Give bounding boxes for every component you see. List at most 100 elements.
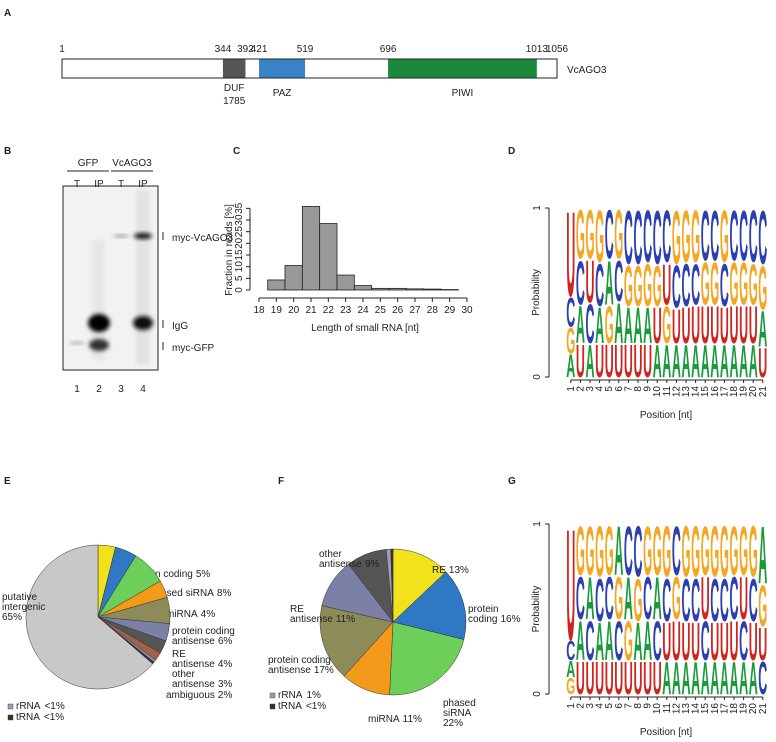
logo-letter: G (595, 511, 604, 592)
logo-letter: G (720, 511, 729, 592)
y-axis-title: Probability (531, 586, 542, 633)
slice-name: protein coding (130, 569, 193, 580)
logo-letter: U (653, 297, 662, 354)
logo-letter: A (691, 654, 700, 705)
x-tick-label: 8 (633, 703, 644, 709)
logo-letter: A (720, 654, 729, 705)
slice-name: RE (290, 604, 304, 615)
group-label: GFP (78, 158, 99, 169)
logo-letter: U (691, 613, 700, 673)
logo-letter: U (643, 337, 652, 388)
lane-label: T (74, 179, 80, 190)
logo-letter: U (566, 189, 575, 323)
legend-swatch (269, 703, 276, 710)
x-tick-label: 16 (710, 386, 721, 398)
position-label: 392 (237, 44, 254, 55)
lane-number: 1 (74, 384, 80, 395)
logo-letter: A (672, 654, 681, 705)
logo-letter: A (595, 613, 604, 673)
x-tick-label: 2 (575, 703, 586, 709)
logo-letter: C (739, 610, 748, 673)
logo-letter: C (586, 610, 595, 673)
logo-letter: G (758, 573, 767, 639)
y-tick-label: 0 (532, 374, 543, 380)
lane-label: T (118, 179, 124, 190)
x-tick-label: 6 (614, 386, 625, 392)
x-tick-label: 9 (643, 386, 654, 392)
logo-letter: G (653, 512, 662, 590)
domain-name: PIWI (452, 88, 474, 99)
x-tick-label: 10 (652, 703, 663, 715)
logo-letter: U (730, 296, 739, 356)
slice-name: phased siRNA (150, 588, 214, 599)
logo-letter: G (710, 251, 719, 318)
logo-letter: C (643, 196, 652, 279)
x-tick-label: 10 (652, 386, 663, 398)
logo-letter: G (739, 251, 748, 318)
band-label: myc-VcAGO3 (172, 233, 234, 244)
logo-letter: A (634, 297, 643, 354)
legend-name: rRNA (16, 701, 41, 712)
logo-letter: U (701, 296, 710, 356)
logo-letter: A (595, 297, 604, 354)
logo-letter: U (605, 654, 614, 705)
legend-name: rRNA (278, 690, 303, 701)
logo-letter: C (710, 196, 719, 276)
logo-letter: G (730, 251, 739, 318)
lane-number: 2 (96, 384, 102, 395)
logo-letter: G (634, 568, 643, 635)
logo-letter: G (614, 196, 623, 274)
logo-letter: U (576, 654, 585, 705)
logo-letter: U (720, 297, 729, 354)
slice-name: antisense (172, 659, 215, 670)
x-tick-label: 11 (662, 386, 673, 397)
logo-letter: A (605, 610, 614, 673)
x-tick-label: 19 (739, 386, 750, 398)
slice-name: coding (468, 614, 497, 625)
slice-label: RE antisense 11% (290, 604, 355, 625)
logo-letter: U (624, 654, 633, 705)
slice-label: miRNA 4% (166, 609, 215, 620)
slice-name: other (172, 669, 195, 680)
pie-slice (319, 605, 394, 677)
position-label: 1 (59, 44, 65, 55)
logo-letter: U (586, 250, 595, 317)
x-tick-label: 30 (461, 305, 473, 316)
band-label: IgG (172, 321, 188, 332)
x-tick-label: 1 (566, 386, 577, 392)
logo-letter: U (758, 620, 767, 671)
logo-letter: U (682, 613, 691, 673)
logo-letter: A (691, 337, 700, 388)
slice-value: 4% (218, 659, 233, 670)
logo-letter: G (682, 196, 691, 279)
logo-letter: C (643, 566, 652, 633)
x-tick-label: 21 (758, 703, 769, 715)
histogram-bar (319, 223, 338, 291)
logo-letter: A (576, 296, 585, 356)
slice-name: antisense (172, 636, 215, 647)
logo-letter: C (605, 196, 614, 274)
y-tick-label: 0 (532, 691, 543, 697)
logo-letter: C (662, 196, 671, 279)
panel-label: A (4, 8, 11, 19)
slice-label: ambiguous 2% (166, 690, 232, 701)
x-tick-label: 9 (643, 703, 654, 709)
x-tick-label: 15 (700, 386, 711, 398)
logo-letter: G (624, 610, 633, 673)
logo-letter: U (662, 613, 671, 673)
logo-letter: G (749, 251, 758, 316)
logo-letter: U (624, 337, 633, 388)
logo-letter: C (566, 636, 575, 667)
x-tick-label: 7 (623, 386, 634, 392)
logo-letter: U (758, 341, 767, 386)
x-tick-label: 21 (758, 386, 769, 398)
logo-letter: A (643, 297, 652, 354)
logo-letter: G (739, 512, 748, 590)
logo-letter: C (739, 196, 748, 276)
logo-letter: G (691, 196, 700, 279)
protein-name: VcAGO3 (567, 65, 607, 76)
x-tick-label: 12 (671, 703, 682, 715)
slice-value: 6% (218, 636, 233, 647)
logo-letter: A (643, 610, 652, 673)
x-tick-label: 14 (691, 386, 702, 398)
